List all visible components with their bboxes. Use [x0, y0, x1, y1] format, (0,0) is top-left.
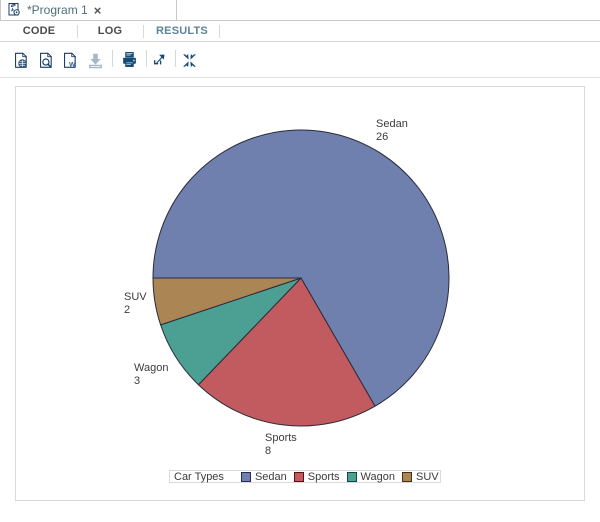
svg-text:W: W [69, 62, 76, 69]
